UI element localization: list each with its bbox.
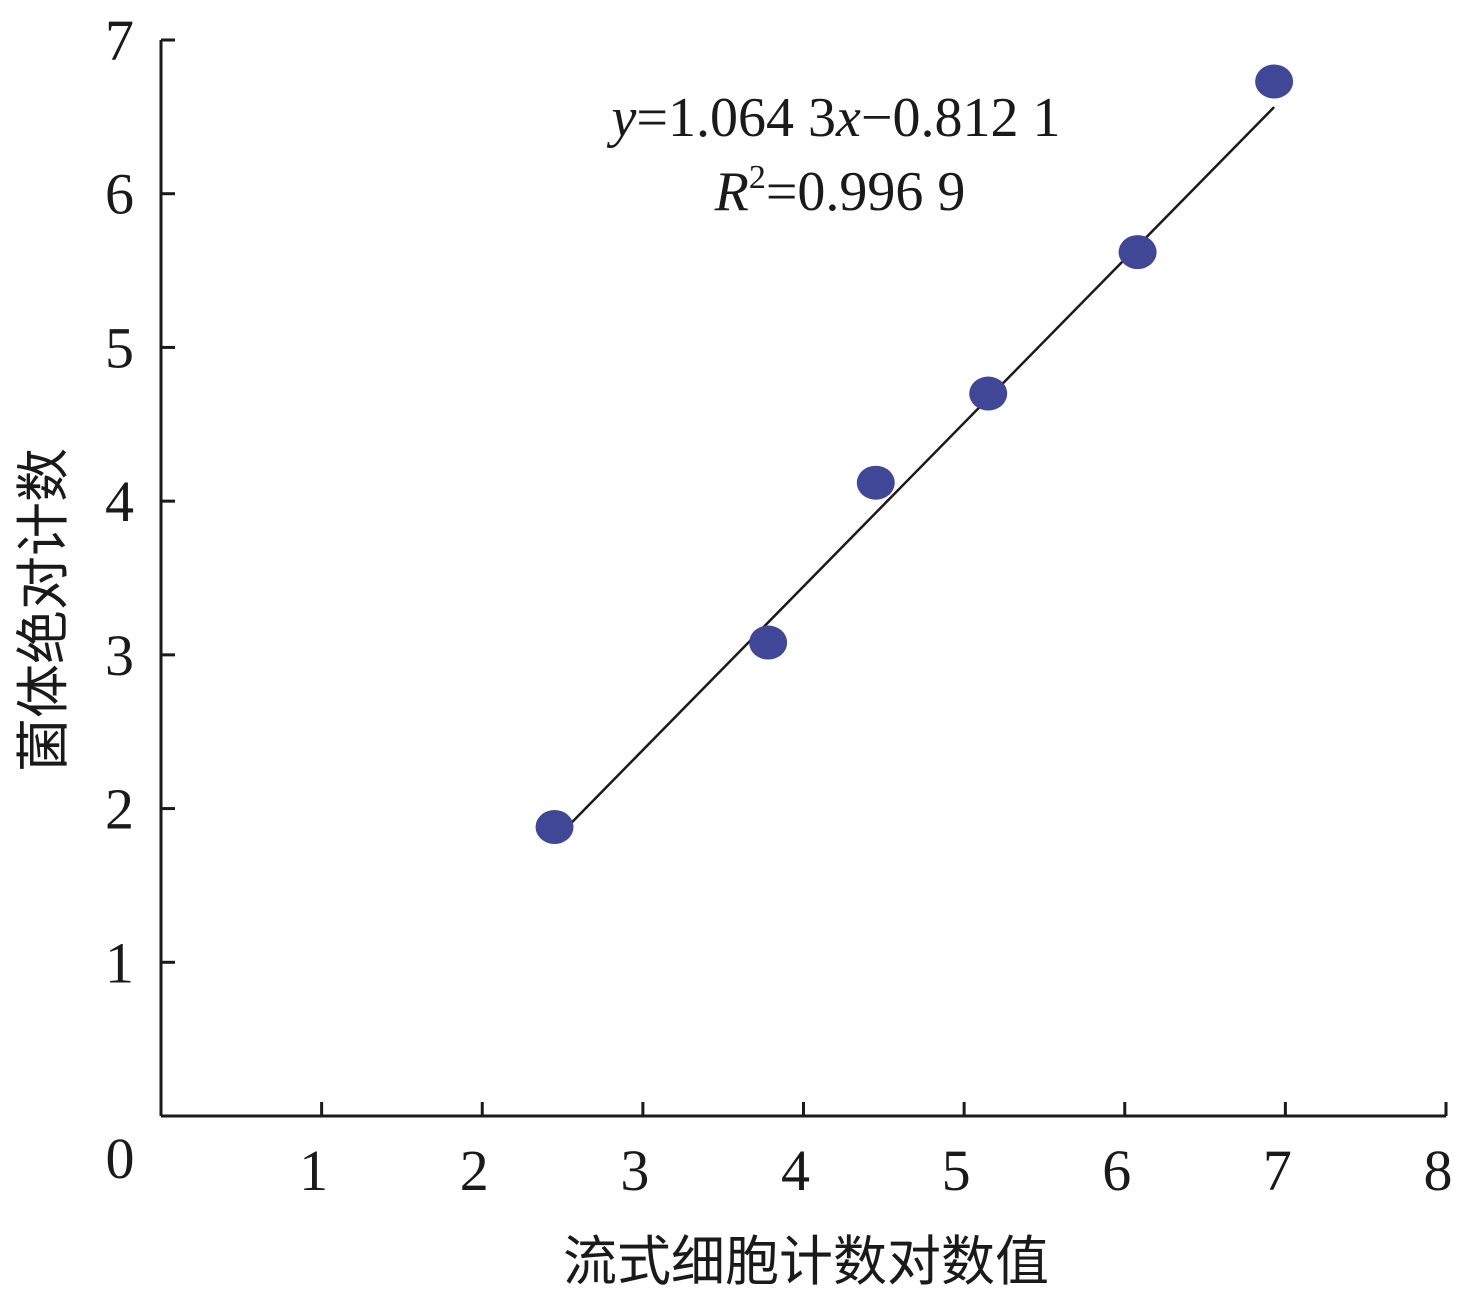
y-ticks: 1 2 3 4 5 6 7	[105, 8, 175, 995]
data-point-6	[1255, 64, 1294, 99]
data-points	[535, 64, 1294, 845]
regression-equation: y=1.064 3x−0.812 1 R2=0.996 9	[607, 87, 1061, 223]
r-squared-r: R	[714, 161, 749, 223]
x-axis-title: 流式细胞计数对数值	[563, 1230, 1049, 1293]
y-axis-title: 菌体绝对计数	[12, 448, 75, 772]
data-point-3	[856, 465, 895, 500]
equation-intercept: −0.812 1	[861, 87, 1061, 149]
x-ticks: 1 2 3 4 5 6 7 8	[299, 1102, 1453, 1203]
x-tick-label-6: 6	[1102, 1138, 1131, 1203]
data-point-1	[535, 810, 574, 845]
data-point-4	[969, 376, 1008, 411]
data-point-5	[1118, 235, 1157, 270]
x-tick-label-7: 7	[1263, 1138, 1292, 1203]
x-tick-label-1: 1	[299, 1138, 328, 1203]
x-tick-label-3: 3	[620, 1138, 649, 1203]
y-tick-label-3: 3	[105, 623, 134, 688]
equation-x: x	[835, 87, 861, 149]
equation-text: y=1.064 3x−0.812 1	[607, 87, 1061, 149]
r-squared-sup: 2	[749, 159, 766, 196]
y-tick-label-1: 1	[105, 930, 134, 995]
y-tick-label-7: 7	[105, 8, 134, 73]
x-tick-label-8: 8	[1424, 1138, 1453, 1203]
x-tick-label-2: 2	[460, 1138, 489, 1203]
equation-coef: =1.064 3	[636, 87, 836, 149]
y-tick-label-2: 2	[105, 777, 134, 842]
y-tick-label-6: 6	[105, 162, 134, 227]
y-tick-label-4: 4	[105, 469, 134, 534]
y-tick-label-5: 5	[105, 315, 134, 380]
data-point-2	[749, 625, 788, 660]
r-squared-text: R2=0.996 9	[714, 159, 966, 223]
r-squared-value: =0.996 9	[766, 161, 966, 223]
regression-line	[553, 106, 1276, 841]
x-tick-label-5: 5	[942, 1138, 971, 1203]
equation-y: y	[607, 87, 637, 149]
origin-label: 0	[106, 1126, 135, 1191]
x-tick-label-4: 4	[781, 1138, 810, 1203]
